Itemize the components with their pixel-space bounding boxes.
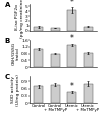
Bar [34, 49, 44, 67]
Bar [34, 27, 44, 31]
Y-axis label: GSH/GSSG
(ratio): GSH/GSSG (ratio) [11, 42, 20, 65]
Bar [84, 53, 92, 67]
Bar [84, 84, 92, 103]
Text: *: * [70, 0, 74, 7]
Text: A: A [4, 2, 10, 8]
Bar [84, 27, 92, 31]
Bar [51, 85, 60, 103]
Text: *: * [70, 34, 74, 43]
Bar [34, 86, 44, 103]
Bar [67, 45, 76, 67]
Text: B: B [4, 38, 10, 44]
Bar [67, 10, 76, 31]
Y-axis label: 8-iso PGF2α
(pg/mg creatinine): 8-iso PGF2α (pg/mg creatinine) [15, 0, 24, 38]
Bar [51, 28, 60, 31]
Bar [51, 54, 60, 67]
Bar [67, 92, 76, 103]
Text: C: C [4, 74, 10, 80]
Y-axis label: SOD activity
(U/mg protein): SOD activity (U/mg protein) [11, 74, 20, 106]
Text: *: * [70, 82, 74, 91]
